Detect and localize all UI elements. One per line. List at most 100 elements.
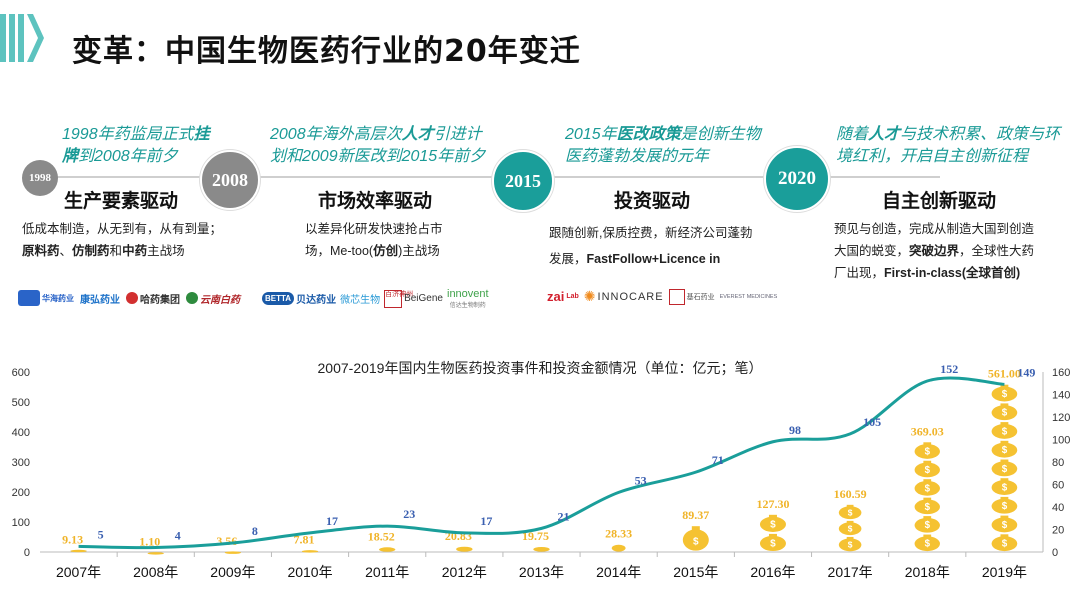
logo-betta: BETTA 贝达药业 <box>262 291 336 306</box>
money-bag <box>991 480 1018 495</box>
money-bag-neck <box>923 479 932 483</box>
x-axis-tick: 2013年 <box>519 564 564 580</box>
count-label: 105 <box>863 415 881 429</box>
company-logos: BETTA 贝达药业 微芯生物 百济神州 BeiGene innovent 信达生物制… <box>262 288 489 309</box>
money-bag-symbol: $ <box>925 465 931 476</box>
amount-label: 19.75 <box>522 529 549 543</box>
page-title: 变革：中国生物医药行业的20年变迁 <box>72 34 581 69</box>
money-bag-neck <box>1000 515 1009 520</box>
money-bag-symbol: $ <box>848 523 853 533</box>
left-axis-tick: 400 <box>12 427 30 439</box>
money-bag <box>533 546 550 552</box>
money-bag-neck <box>923 460 932 465</box>
right-axis-tick: 40 <box>1052 502 1064 514</box>
year-badge: 2008 <box>200 150 260 210</box>
money-bag <box>682 529 709 551</box>
x-axis-tick: 2011年 <box>365 564 409 580</box>
money-bag <box>914 499 940 515</box>
money-bag <box>991 461 1018 477</box>
x-axis-tick: 2014年 <box>596 564 641 580</box>
money-bag-neck <box>1000 422 1009 426</box>
count-label: 53 <box>635 473 647 487</box>
left-axis-tick: 200 <box>12 487 30 499</box>
x-axis-tick: 2016年 <box>750 564 795 580</box>
money-bag <box>379 547 396 552</box>
money-bag <box>456 546 473 552</box>
era-body: 以差异化研发快速抢占市 场，Me-too(仿创)主战场 <box>305 222 443 258</box>
money-bag <box>838 538 862 552</box>
money-bag <box>991 386 1018 402</box>
x-axis-tick: 2008年 <box>133 564 178 580</box>
year-badge: 1998 <box>22 160 58 196</box>
left-axis-tick: 500 <box>12 397 30 409</box>
x-axis-tick: 2019年 <box>982 564 1027 580</box>
count-label: 17 <box>326 514 338 528</box>
money-bag-symbol: $ <box>1002 464 1008 475</box>
count-label: 71 <box>712 453 724 467</box>
right-axis-tick: 20 <box>1052 525 1064 537</box>
right-axis-tick: 60 <box>1052 480 1064 492</box>
era-description: 2015年医改政策是创新生物医药蓬勃发展的元年 <box>565 126 761 165</box>
money-bag-symbol: $ <box>1002 501 1008 512</box>
header-chevron-icon <box>0 14 44 62</box>
era-description: 1998年药监局正式挂牌到2008年前夕 <box>62 126 210 165</box>
money-bag-neck <box>768 533 777 538</box>
logo-cstone: 基石药业 <box>668 288 715 305</box>
count-label: 23 <box>403 507 415 521</box>
count-label: 4 <box>175 529 181 543</box>
money-bag-neck <box>1000 478 1009 482</box>
money-bag-neck <box>923 497 932 502</box>
x-axis-tick: 2015年 <box>673 564 718 580</box>
amount-label: 127.30 <box>756 497 789 511</box>
count-label: 5 <box>98 527 104 541</box>
era-description: 2008年海外高层次人才引进计划和2009新医改到2015年前夕 <box>270 126 486 165</box>
count-label: 149 <box>1017 365 1035 379</box>
logo-innocare: ✺ INNOCARE <box>583 288 664 304</box>
money-bag <box>914 536 940 552</box>
right-axis-tick: 140 <box>1052 390 1070 402</box>
year-badge: 2020 <box>764 146 830 212</box>
left-axis-tick: 300 <box>12 457 30 469</box>
company-logos: zai Lab ✺ INNOCARE 基石药业 EVEREST MEDICINES <box>547 288 777 305</box>
money-bag <box>991 517 1018 533</box>
money-bag <box>838 506 862 520</box>
era-heading: 投资驱动 <box>614 190 691 212</box>
money-bag-symbol: $ <box>925 520 931 531</box>
era-description: 随着人才与技术积累、政策与环境红利，开启自主创新征程 <box>836 126 1061 165</box>
count-label: 17 <box>480 514 492 528</box>
logo-zailab: zai Lab <box>547 289 579 304</box>
amount-label: 7.81 <box>294 533 315 547</box>
money-bag-symbol: $ <box>770 539 776 550</box>
money-bag-neck <box>1000 403 1009 407</box>
money-bag <box>991 423 1018 439</box>
money-bag <box>914 444 940 459</box>
amount-label: 9.13 <box>62 532 83 546</box>
right-axis-tick: 100 <box>1052 435 1070 447</box>
right-axis-tick: 0 <box>1052 547 1058 559</box>
right-axis-tick: 160 <box>1052 367 1070 379</box>
money-bag-symbol: $ <box>1002 389 1008 400</box>
money-bag <box>70 549 87 553</box>
money-bag-neck <box>1000 459 1009 464</box>
logo-innovent: innovent 信达生物制药 <box>447 288 489 309</box>
era-body: 低成本制造，从无到有，从有到量； 原料药、仿制药和中药主战场 <box>22 222 223 258</box>
count-line <box>78 376 1005 550</box>
era-heading: 自主创新驱动 <box>882 190 997 212</box>
money-bag-symbol: $ <box>1002 520 1008 531</box>
money-bag-symbol: $ <box>848 539 853 549</box>
money-bag <box>991 405 1018 421</box>
money-bag-symbol: $ <box>848 507 853 517</box>
money-bag-symbol: $ <box>1002 445 1008 456</box>
timeline-line <box>40 176 940 178</box>
era-body: 预见与创造，完成从制造大国到创造 大国的蜕变，突破边界，全球性大药 厂出现，Fi… <box>834 222 1035 280</box>
money-bag-neck <box>923 534 932 539</box>
logo-kanghong: 康弘药业 <box>80 294 120 306</box>
money-bag-neck <box>923 442 932 446</box>
amount-label: 89.37 <box>682 508 709 522</box>
logo-yunnanbaiyao: 云南白药 <box>186 291 240 306</box>
money-bag <box>991 498 1018 514</box>
money-bag-neck <box>1000 384 1009 389</box>
money-bag <box>914 480 940 496</box>
right-axis-tick: 120 <box>1052 412 1070 424</box>
money-bag-symbol: $ <box>1002 539 1008 550</box>
